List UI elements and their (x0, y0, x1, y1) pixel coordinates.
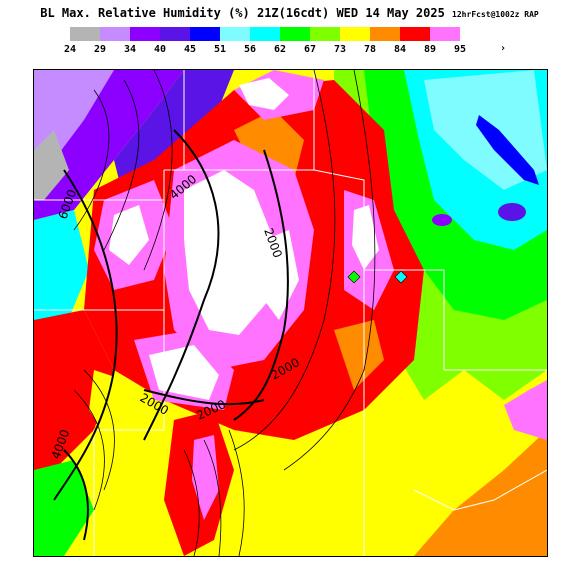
purple-spot-east (498, 203, 526, 221)
contour-line (83, 369, 115, 491)
marker-cyan (394, 270, 408, 284)
legend-swatch (220, 27, 250, 41)
white-east (352, 205, 379, 270)
legend-label: 78 (363, 44, 377, 55)
contour-2000-b (143, 389, 265, 406)
legend-more-arrow[interactable]: › (500, 43, 507, 54)
thick-contours (53, 129, 289, 541)
map-title: BL Max. Relative Humidity (%) 21Z(16cdt)… (0, 6, 579, 20)
contour-4000 (143, 129, 220, 441)
legend-label: 62 (273, 44, 287, 55)
title-main: BL Max. Relative Humidity (%) 21Z(16cdt)… (40, 6, 445, 20)
white-central-east (264, 230, 299, 320)
legend-label: 95 (453, 44, 467, 55)
legend-swatch (370, 27, 400, 41)
legend-label: 51 (213, 44, 227, 55)
legend-label: 45 (183, 44, 197, 55)
legend-label: 34 (123, 44, 137, 55)
contour-line (103, 79, 140, 251)
legend-label: 56 (243, 44, 257, 55)
white-north (239, 78, 289, 110)
orange-patch-east (334, 320, 384, 390)
pink-south-streak (192, 435, 219, 520)
state-borders (34, 70, 547, 556)
yellow-southwest (89, 370, 134, 440)
legend-swatch (460, 27, 490, 41)
contour-line (183, 449, 200, 556)
contour-line (73, 389, 105, 511)
contour-line (73, 89, 110, 231)
pink-coast (504, 380, 547, 440)
legend-swatch (190, 27, 220, 41)
legend-label: 40 (153, 44, 167, 55)
legend-label: 67 (303, 44, 317, 55)
legend-swatch (340, 27, 370, 41)
legend-label: 29 (93, 44, 107, 55)
title-run: 12hrFcst@1002z RAP (452, 10, 539, 19)
green-southwest (34, 460, 94, 556)
legend-swatch (280, 27, 310, 41)
blue-spot (476, 115, 539, 185)
cyan-west (34, 210, 89, 330)
humidity-map: 6000 4000 2000 2000 2000 2000 4000 (33, 69, 548, 557)
legend-swatch (160, 27, 190, 41)
border-segment (93, 429, 164, 556)
white-south (149, 345, 219, 400)
contour-line (228, 429, 245, 556)
marker-green (347, 270, 361, 284)
coastline (413, 469, 547, 511)
legend-label: 73 (333, 44, 347, 55)
legend-swatch (250, 27, 280, 41)
legend-swatch (70, 27, 100, 41)
legend-swatch (310, 27, 340, 41)
orange-coast (414, 430, 547, 556)
legend-label: 84 (393, 44, 407, 55)
legend-swatch (400, 27, 430, 41)
thin-contours (73, 70, 376, 556)
legend-label: 24 (63, 44, 77, 55)
legend-swatch (130, 27, 160, 41)
contour-line (143, 70, 173, 271)
grey-northwest (34, 130, 69, 200)
legend-swatch (430, 27, 460, 41)
legend-label: 89 (423, 44, 437, 55)
contour-2000-a (233, 149, 289, 421)
contour-line (203, 439, 222, 556)
map-canvas: 6000 4000 2000 2000 2000 2000 4000 (34, 70, 547, 556)
contour-line (283, 70, 376, 471)
white-west (109, 205, 149, 265)
purple-spot-mid (432, 214, 452, 226)
contour-line (233, 70, 336, 451)
contour-4000-b (63, 449, 89, 541)
legend-swatch (100, 27, 130, 41)
